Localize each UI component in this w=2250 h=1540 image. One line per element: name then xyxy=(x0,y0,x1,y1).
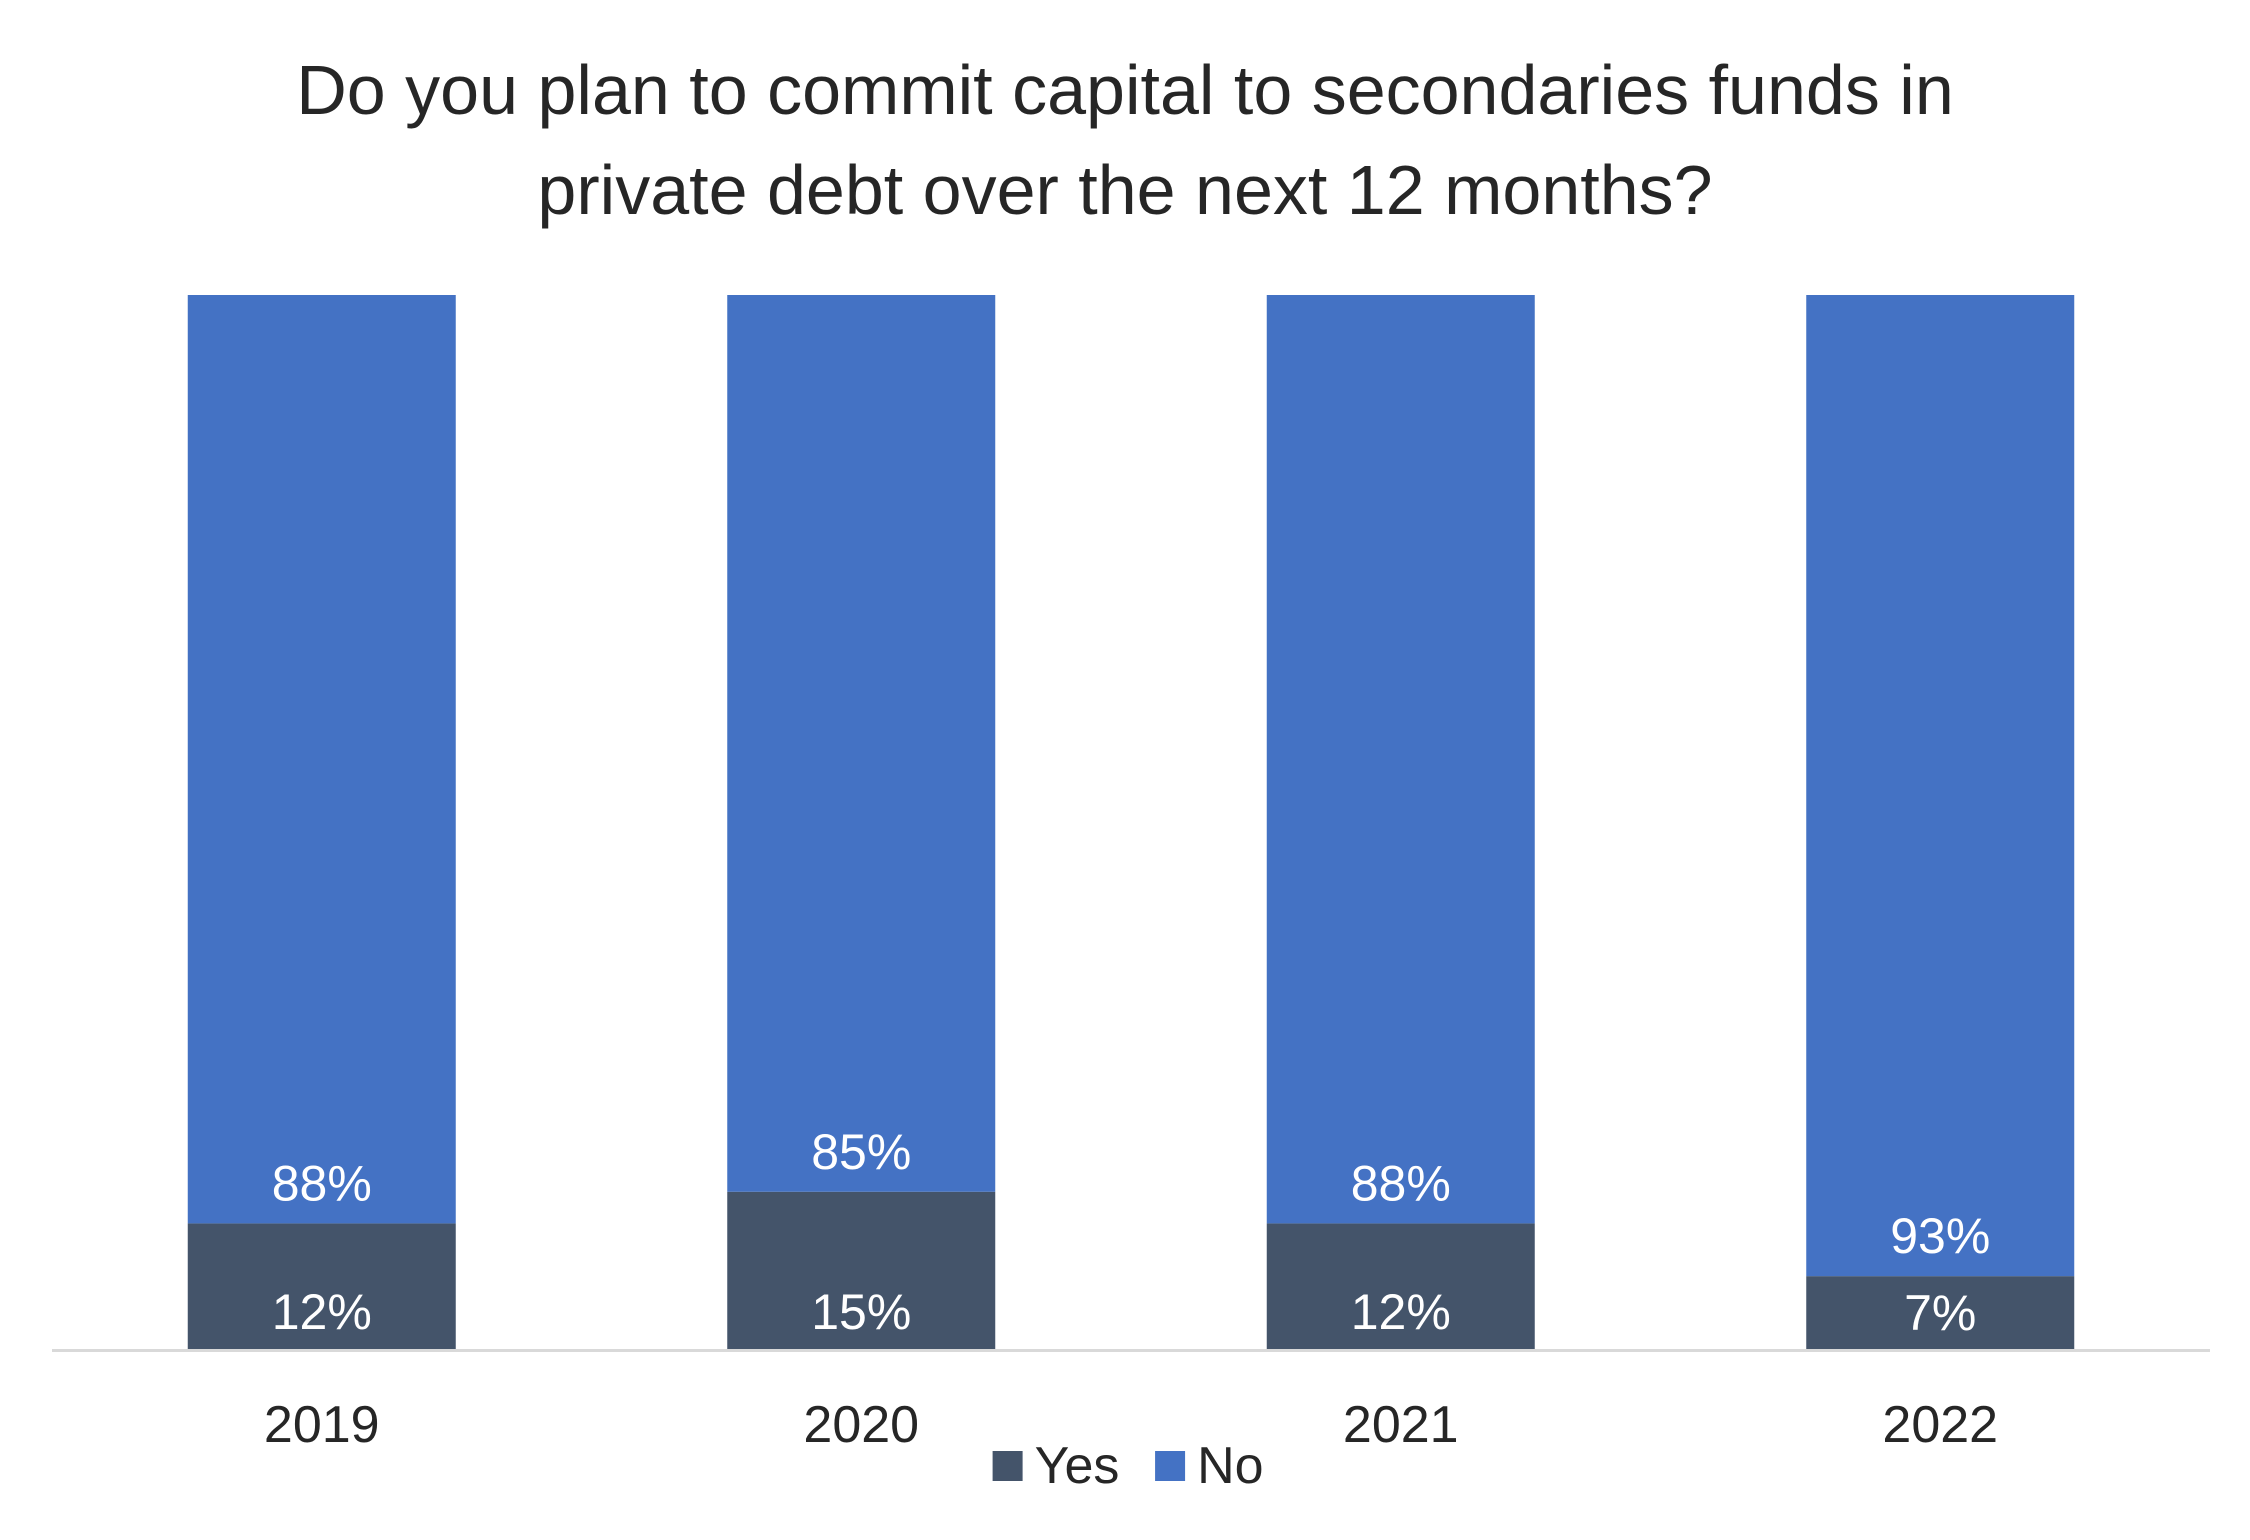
bar-no-2020 xyxy=(727,295,996,1192)
legend-swatch-yes xyxy=(992,1451,1023,1481)
chart-title: Do you plan to commit capital to seconda… xyxy=(0,40,2250,240)
x-tick-label-2020: 2020 xyxy=(803,1396,919,1454)
bar-yes-2021 xyxy=(1266,1223,1535,1350)
data-label-no-2019: 88% xyxy=(272,1155,372,1211)
chart-title-line-1: Do you plan to commit capital to seconda… xyxy=(296,51,1954,129)
x-tick-label-2021: 2021 xyxy=(1343,1396,1459,1454)
bar-yes-2020 xyxy=(727,1191,996,1350)
x-tick-label-2019: 2019 xyxy=(264,1396,380,1454)
data-label-no-2021: 88% xyxy=(1351,1155,1451,1211)
chart-title-line-2: private debt over the next 12 months? xyxy=(537,151,1713,229)
data-label-yes-2022: 7% xyxy=(1904,1285,1976,1341)
legend-label-no: No xyxy=(1197,1437,1263,1495)
bar-no-2022 xyxy=(1806,295,2075,1277)
data-label-no-2022: 93% xyxy=(1890,1208,1990,1264)
x-tick-label-2022: 2022 xyxy=(1882,1396,1998,1454)
data-label-yes-2021: 12% xyxy=(1351,1284,1451,1340)
legend-label-yes: Yes xyxy=(1035,1437,1120,1495)
bar-no-2021 xyxy=(1266,295,1535,1224)
bar-yes-2019 xyxy=(187,1223,456,1350)
bar-no-2019 xyxy=(187,295,456,1224)
data-label-no-2020: 85% xyxy=(811,1124,911,1180)
data-label-yes-2020: 15% xyxy=(811,1284,911,1340)
data-label-yes-2019: 12% xyxy=(272,1284,372,1340)
legend-swatch-no xyxy=(1155,1451,1186,1481)
bar-yes-2022 xyxy=(1806,1276,2075,1350)
